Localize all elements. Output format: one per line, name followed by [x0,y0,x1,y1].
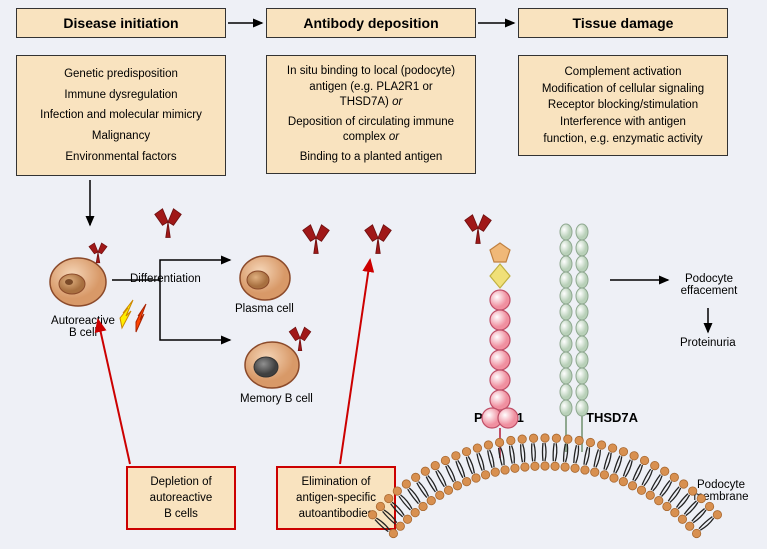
box2-line: In situ binding to local (podocyte) [271,64,471,80]
label-bcell: AutoreactiveB cell [38,315,128,339]
antibody-icon [155,209,181,238]
label-plasma: Plasma cell [235,303,294,315]
box1-line: Malignancy [23,126,219,147]
pla2r1-receptor-icon [482,243,518,458]
plasma-cell-icon [240,256,290,300]
antibody-icon [303,225,329,254]
redbox-line: Depletion of [136,474,226,490]
antibody-icon [289,327,311,350]
antibody-icon [365,225,391,254]
redbox-line: autoantibodies [286,506,386,522]
box3-line: function, e.g. enzymatic activity [525,131,721,148]
box1-line: Genetic predisposition [23,64,219,85]
header-disease-initiation: Disease initiation [16,8,226,38]
redbox-line: autoreactive [136,490,226,506]
redbox-depletion: Depletion of autoreactive B cells [126,466,236,530]
redbox-line: B cells [136,506,226,522]
box2-line: THSD7A) or [271,95,471,111]
box2-line: antigen (e.g. PLA2R1 or [271,80,471,96]
label-differentiation: Differentiation [130,273,201,285]
box1-line: Infection and molecular mimicry [23,105,219,126]
label-memory: Memory B cell [240,393,313,405]
redbox-line: antigen-specific [286,490,386,506]
header-antibody-deposition: Antibody deposition [266,8,476,38]
antibody-icon [465,215,491,244]
box3-line: Complement activation [525,64,721,81]
box-tissue-damage: Complement activation Modification of ce… [518,55,728,156]
antibody-icon [89,243,107,263]
label-proteinuria: Proteinuria [680,337,736,349]
memory-bcell-icon [245,342,299,388]
label-effacement: Podocyteeffacement [674,273,744,297]
thsd7a-receptor-icon [560,224,588,452]
podocyte-membrane-icon [368,434,721,538]
box-antibody-deposition: In situ binding to local (podocyte) anti… [266,55,476,174]
label-membrane: Podocytemembrane [686,479,756,503]
label-pla2r1: PLA2R1 [474,410,524,425]
box-disease-initiation: Genetic predisposition Immune dysregulat… [16,55,226,176]
box1-line: Immune dysregulation [23,85,219,106]
box2-line: Deposition of circulating immune [271,115,471,131]
box2-line: complex or [271,130,471,146]
box3-line: Receptor blocking/stimulation [525,97,721,114]
redbox-elimination: Elimination of antigen-specific autoanti… [276,466,396,530]
box3-line: Interference with antigen [525,114,721,131]
box1-line: Environmental factors [23,147,219,168]
box3-line: Modification of cellular signaling [525,81,721,98]
label-thsd7a: THSD7A [586,410,638,425]
autoreactive-bcell-icon [50,258,106,306]
box2-line: Binding to a planted antigen [271,150,471,166]
redbox-line: Elimination of [286,474,386,490]
header-tissue-damage: Tissue damage [518,8,728,38]
